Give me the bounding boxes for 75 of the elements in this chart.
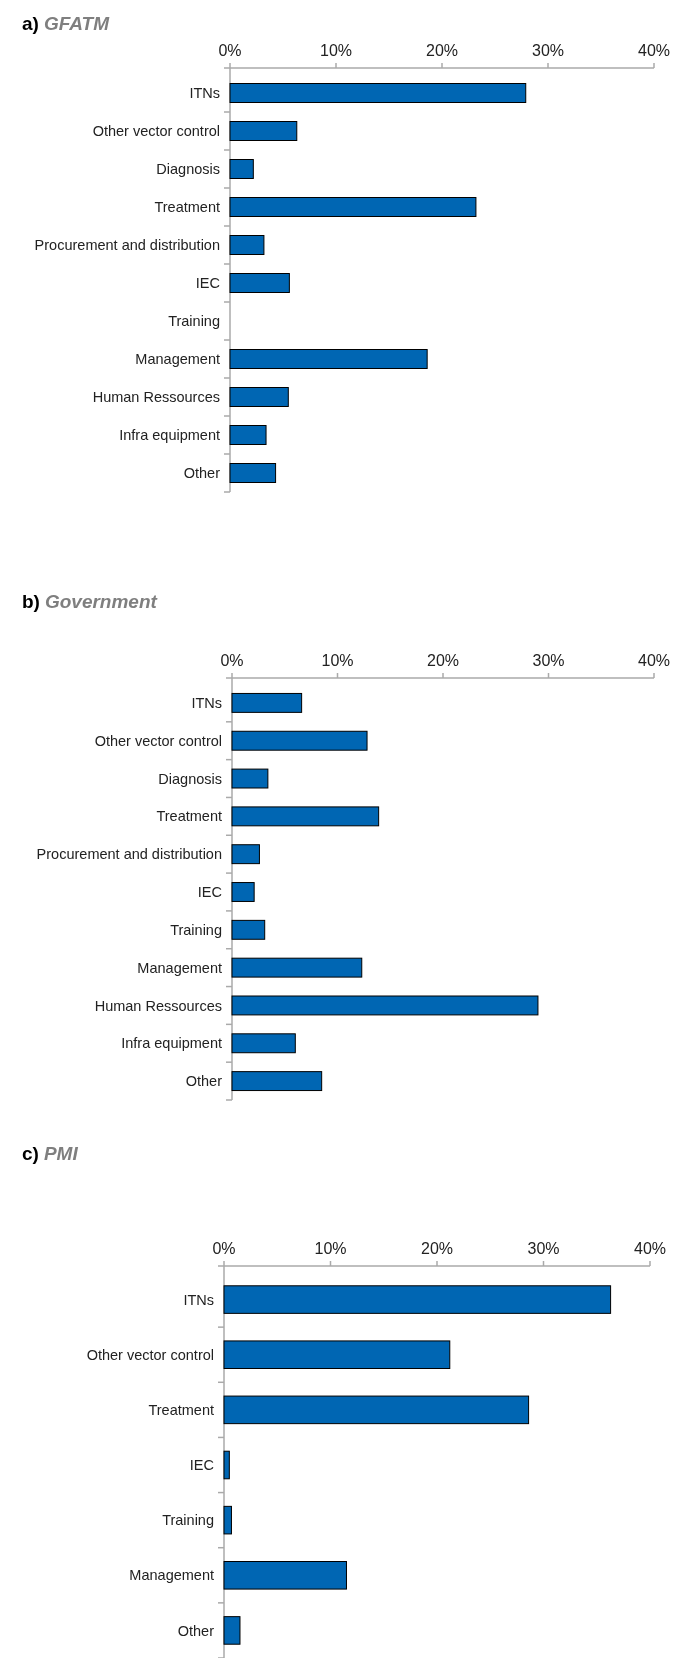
y-tick-label: Other vector control xyxy=(86,1346,214,1363)
bar xyxy=(231,957,363,978)
bar xyxy=(223,1561,347,1590)
y-tick-label: IEC xyxy=(195,275,220,292)
y-tick-label: Human Ressources xyxy=(92,389,220,406)
y-tick-label: Diagnosis xyxy=(158,770,222,787)
x-tick-label: 10% xyxy=(321,652,354,669)
y-tick-label: IEC xyxy=(197,884,222,901)
x-tick-label: 10% xyxy=(314,1240,347,1257)
text: a) GFATM xyxy=(22,13,111,34)
bar xyxy=(231,919,266,940)
bar xyxy=(229,83,527,103)
y-tick-label: Treatment xyxy=(154,199,220,216)
bar xyxy=(231,768,269,789)
bar xyxy=(229,273,290,293)
bar xyxy=(229,349,428,369)
x-tick-label: 40% xyxy=(637,652,671,669)
bar xyxy=(229,121,298,141)
y-tick-label: Infra equipment xyxy=(119,427,220,444)
x-tick-label: 30% xyxy=(531,42,565,59)
bar xyxy=(231,844,260,865)
x-tick-label: 10% xyxy=(319,42,353,59)
y-tick-label: Other xyxy=(177,1622,215,1639)
y-tick-label: Management xyxy=(135,351,220,368)
bar xyxy=(229,425,267,445)
bar xyxy=(231,1071,323,1092)
bar xyxy=(229,463,277,483)
y-tick-label: Other xyxy=(183,465,221,482)
x-tick-label: 0% xyxy=(218,42,242,59)
y-tick-label: Diagnosis xyxy=(156,161,220,178)
chart-title: b) Government xyxy=(22,591,158,612)
y-tick-label: Management xyxy=(137,959,222,976)
x-tick-label: 0% xyxy=(220,652,244,669)
y-tick-label: IEC xyxy=(189,1457,214,1474)
bar xyxy=(229,235,265,255)
bar xyxy=(231,730,368,751)
bar xyxy=(231,995,539,1016)
bar xyxy=(223,1340,451,1369)
bar xyxy=(223,1395,530,1425)
y-tick-label: Infra equipment xyxy=(121,1035,222,1052)
bar xyxy=(229,197,477,217)
y-tick-label: Procurement and distribution xyxy=(34,237,220,254)
y-tick-label: Other xyxy=(185,1073,223,1090)
y-tick-label: Training xyxy=(162,1512,214,1529)
text: c) PMI xyxy=(22,1143,79,1164)
y-tick-label: ITNs xyxy=(189,85,220,102)
bar xyxy=(229,387,289,407)
y-tick-label: Other vector control xyxy=(92,123,220,140)
bar xyxy=(223,1450,230,1480)
y-tick-label: Treatment xyxy=(148,1401,214,1418)
y-tick-label: Management xyxy=(129,1567,214,1584)
bar xyxy=(223,1616,241,1645)
y-tick-label: ITNs xyxy=(183,1291,214,1308)
y-tick-label: Training xyxy=(170,921,222,938)
x-tick-label: 40% xyxy=(637,42,671,59)
bar xyxy=(231,806,380,827)
x-tick-label: 20% xyxy=(426,652,460,669)
y-tick-label: Training xyxy=(168,313,220,330)
bar xyxy=(223,1505,232,1535)
x-tick-label: 20% xyxy=(420,1240,454,1257)
x-tick-label: 40% xyxy=(633,1240,667,1257)
y-tick-label: Human Ressources xyxy=(94,997,222,1014)
x-tick-label: 20% xyxy=(425,42,459,59)
bar xyxy=(231,882,255,902)
y-tick-label: ITNs xyxy=(191,694,222,711)
y-tick-label: Treatment xyxy=(156,808,222,825)
x-tick-label: 30% xyxy=(532,652,565,669)
y-tick-label: Procurement and distribution xyxy=(36,846,222,863)
x-tick-label: 30% xyxy=(527,1240,560,1257)
bar xyxy=(231,692,303,713)
x-tick-label: 0% xyxy=(212,1240,236,1257)
y-tick-label: Other vector control xyxy=(94,732,222,749)
bar xyxy=(223,1285,612,1314)
bar xyxy=(229,159,254,179)
bar xyxy=(231,1033,296,1054)
